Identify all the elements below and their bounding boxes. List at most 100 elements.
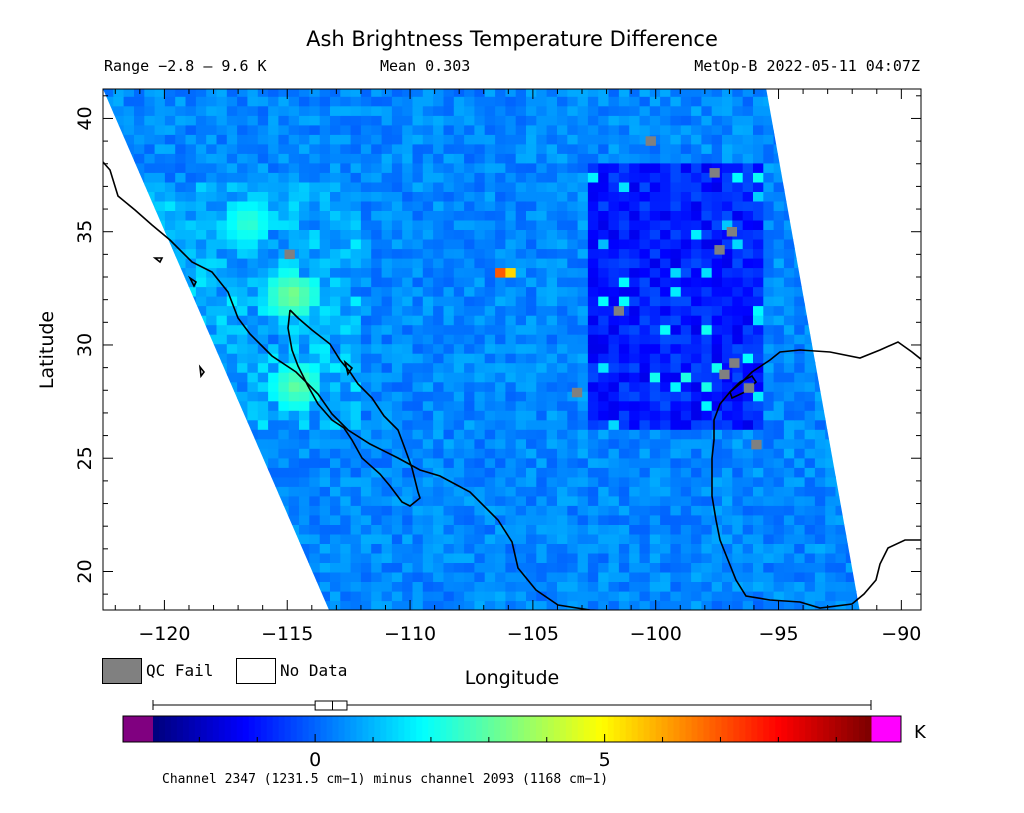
heat-cell [268,315,279,326]
heat-cell [825,324,837,335]
heat-cell [670,296,682,307]
heat-cell [773,495,785,506]
heat-cell [134,400,145,411]
heat-cell [330,334,341,345]
colorbar-segment [757,716,764,742]
heat-cell [587,467,599,478]
heat-cell [226,514,238,525]
heat-cell [918,429,929,439]
heat-cell [557,334,568,345]
heat-cell [464,543,475,554]
heat-cell [577,543,589,554]
heat-cell [340,77,351,87]
heat-cell [773,258,785,269]
x-axis: −120 −115 −110 −105 −100 −95 −90 [114,89,921,645]
heat-cell [216,391,228,402]
heat-cell [825,514,837,525]
heat-cell [546,381,558,392]
heat-cell [845,571,857,582]
heat-cell [742,524,754,535]
heat-cell [474,486,486,497]
heat-cell [908,229,919,239]
heat-cell [546,562,558,573]
heat-cell [928,163,939,173]
heat-cell [546,315,558,326]
heat-cell [691,89,702,97]
heat-cell [474,200,486,211]
heat-cell [164,305,176,316]
heat-cell [474,353,486,364]
heat-cell [288,258,300,269]
heat-cell [887,553,898,563]
heat-cell [257,296,269,307]
heat-cell [360,486,372,497]
heat-cell [557,153,568,164]
heat-cell [536,210,548,221]
heat-cell [587,353,599,364]
heat-cell [340,324,352,335]
heat-cell [814,372,826,383]
heat-cell [763,181,775,192]
heat-cell [164,457,176,468]
heat-cell [268,153,279,164]
heat-cell [897,401,908,411]
heat-cell [877,353,888,363]
heat-cell [371,533,383,544]
heat-cell [433,315,444,326]
heat-cell [711,476,723,487]
heat-cell [629,115,641,126]
heat-cell [247,334,259,345]
heat-cell [381,438,393,449]
heat-cell [206,172,218,183]
heat-cell [175,124,187,135]
heat-cell [309,200,321,211]
heat-cell [557,267,568,278]
colorbar-segment [446,716,453,742]
heat-cell [649,200,661,211]
heat-cell [319,277,331,288]
heat-cell [587,315,599,326]
heat-cell [928,220,939,230]
heat-cell [546,172,558,183]
heat-cell [299,172,310,183]
heat-cell [144,200,156,211]
heat-cell [536,533,548,544]
heat-cell [732,181,744,192]
heat-cell [164,591,176,602]
heat-cell [443,258,455,269]
heat-cell [753,162,764,173]
heat-cell [753,552,764,563]
heat-cell [897,153,908,163]
heat-cell [350,495,362,506]
heat-cell [742,353,754,364]
heat-cell [567,334,579,345]
heat-cell [660,96,671,107]
heat-cell [484,162,496,173]
heat-cell [587,476,599,487]
heat-cell [381,524,393,535]
heat-cell [381,562,393,573]
heat-cell [867,601,878,611]
heat-cell [206,448,218,459]
heat-cell [350,172,362,183]
heat-cell [618,181,630,192]
heat-cell [887,306,898,316]
heat-cell [237,210,248,221]
heat-cell [557,162,568,173]
heat-cell [804,200,816,211]
heat-cell [732,419,744,430]
heat-cell [639,115,651,126]
heat-cell [123,495,135,506]
heat-cell [257,571,269,582]
colorbar-segment [685,716,692,742]
heat-cell [216,286,228,297]
heat-cell [257,391,269,402]
heat-cell [598,410,610,421]
heat-cell [763,143,775,154]
colorbar-segment [721,716,728,742]
heat-cell [722,296,733,307]
heat-cell [350,419,362,430]
heat-cell [185,258,197,269]
heat-cell [670,89,682,97]
colorbar-segment [517,716,525,742]
